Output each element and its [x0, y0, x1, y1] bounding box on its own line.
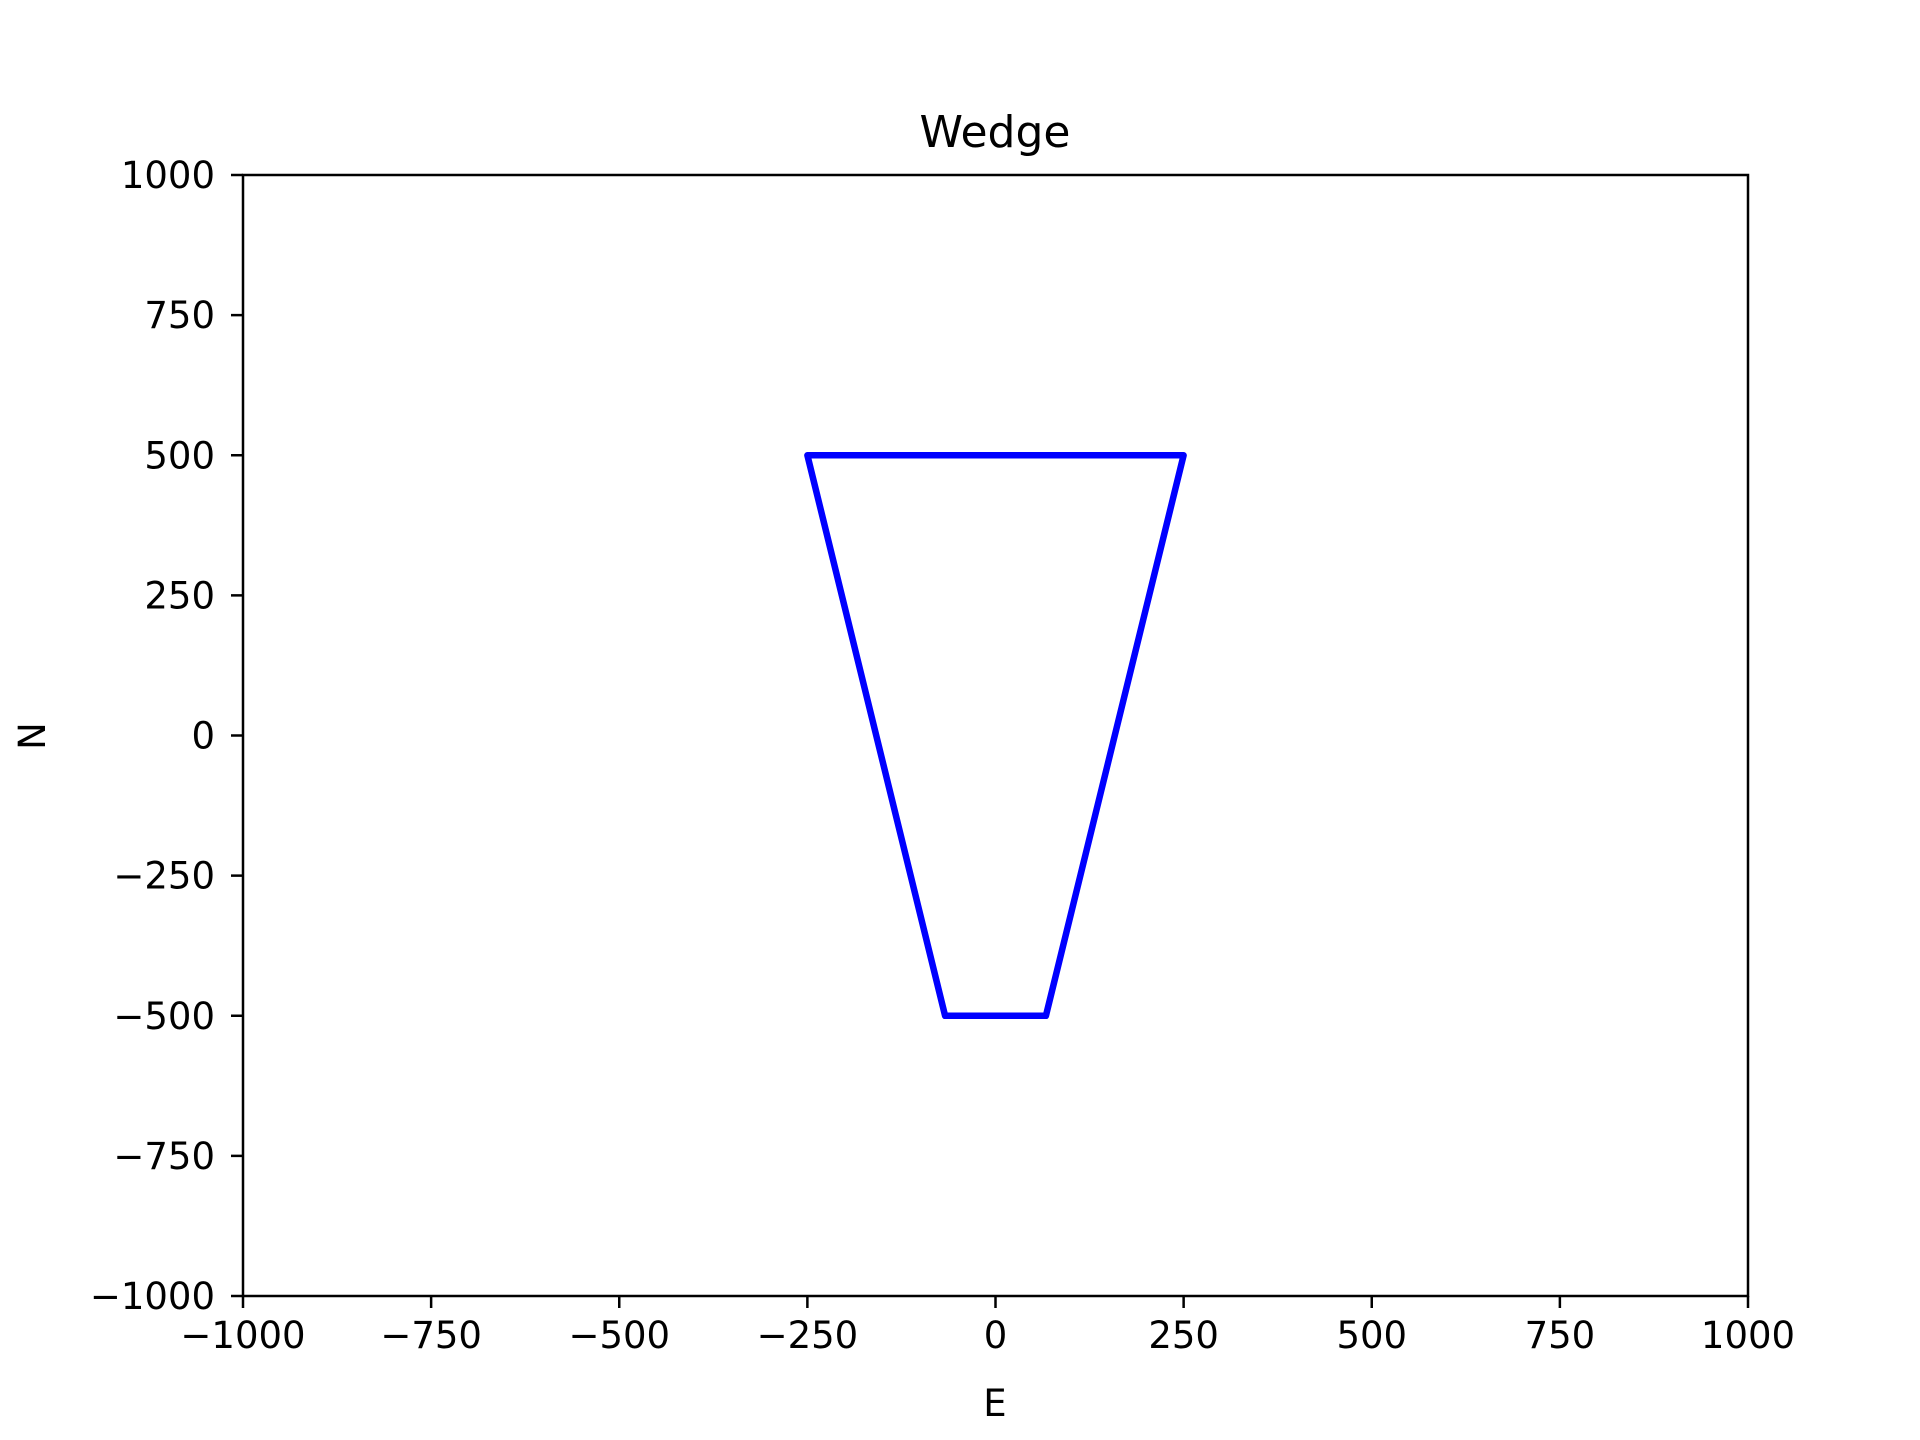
x-tick-label: −500: [568, 1314, 670, 1357]
x-tick-label: −750: [380, 1314, 482, 1357]
y-tick-label: −750: [113, 1135, 215, 1178]
series-layer: [804, 452, 1187, 1020]
y-tick-label: −250: [113, 855, 215, 898]
chart-title: Wedge: [920, 107, 1071, 158]
series-line-wedge: [804, 452, 1187, 1020]
y-tick-label: −500: [113, 995, 215, 1038]
x-tick-label: 250: [1148, 1314, 1219, 1357]
x-tick-label: −250: [757, 1314, 859, 1357]
y-axis-label: N: [11, 722, 54, 750]
y-tick-label: 250: [144, 574, 215, 617]
y-tick-label: 0: [191, 715, 215, 758]
x-tick-label: −1000: [180, 1314, 305, 1357]
x-tick-label: 0: [984, 1314, 1008, 1357]
y-tick-label: 1000: [121, 154, 215, 197]
y-tick-label: 750: [144, 294, 215, 337]
x-axis-ticks: −1000 −750 −500 −250 0 250 500 750 1000: [180, 1296, 1795, 1357]
x-tick-label: 500: [1336, 1314, 1407, 1357]
x-tick-label: 750: [1525, 1314, 1596, 1357]
y-tick-label: 500: [144, 434, 215, 477]
y-axis-ticks: −1000 −750 −500 −250 0 250 500 750 1000: [90, 154, 243, 1318]
x-tick-label: 1000: [1701, 1314, 1795, 1357]
x-axis-label: E: [983, 1382, 1006, 1425]
y-tick-label: −1000: [90, 1275, 215, 1318]
